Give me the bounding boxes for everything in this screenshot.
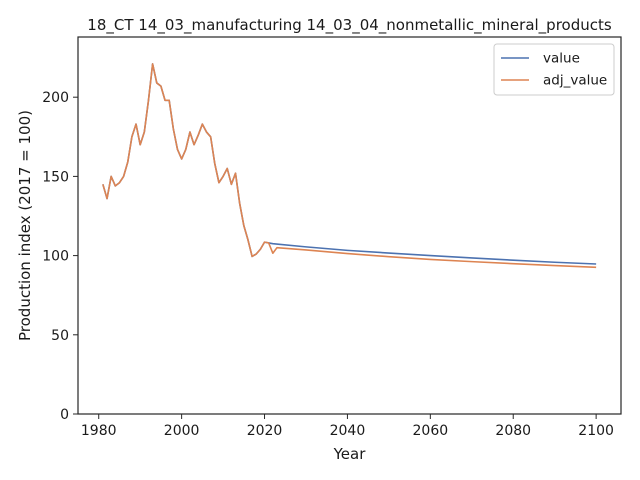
- plot-area: 1980 2000 2020 2040 2060 2080 2100 0 50 100 150 20…: [42, 36, 622, 439]
- x-tick-label: 2020: [247, 423, 283, 439]
- y-tick-label: 150: [42, 169, 69, 185]
- x-tick-label: 2040: [330, 423, 366, 439]
- y-tick-label: 50: [51, 328, 69, 344]
- x-tick-label: 2100: [578, 423, 614, 439]
- legend-label-value: value: [543, 51, 580, 67]
- x-tick-label: 2000: [164, 423, 200, 439]
- plot-frame: [77, 36, 622, 415]
- y-axis-label: Production index (2017 = 100): [16, 110, 34, 341]
- y-tick-label: 200: [42, 90, 69, 106]
- legend: value adj_value: [493, 43, 615, 96]
- legend-label-adj-value: adj_value: [543, 73, 607, 89]
- series-layer: [102, 63, 597, 269]
- chart-title: 18_CT 14_03_manufacturing 14_03_04_nonme…: [87, 16, 612, 35]
- y-axis-ticks: 0 50 100 150 200: [42, 90, 78, 423]
- x-axis-label: Year: [333, 445, 367, 463]
- x-tick-label: 1980: [81, 423, 117, 439]
- y-tick-label: 100: [42, 249, 69, 265]
- x-tick-label: 2060: [413, 423, 449, 439]
- legend-frame: [493, 43, 615, 96]
- x-axis-ticks: 1980 2000 2020 2040 2060 2080 2100: [81, 414, 614, 439]
- series-line-adj-value: [102, 63, 597, 269]
- y-tick-label: 0: [60, 407, 69, 423]
- x-tick-label: 2080: [495, 423, 531, 439]
